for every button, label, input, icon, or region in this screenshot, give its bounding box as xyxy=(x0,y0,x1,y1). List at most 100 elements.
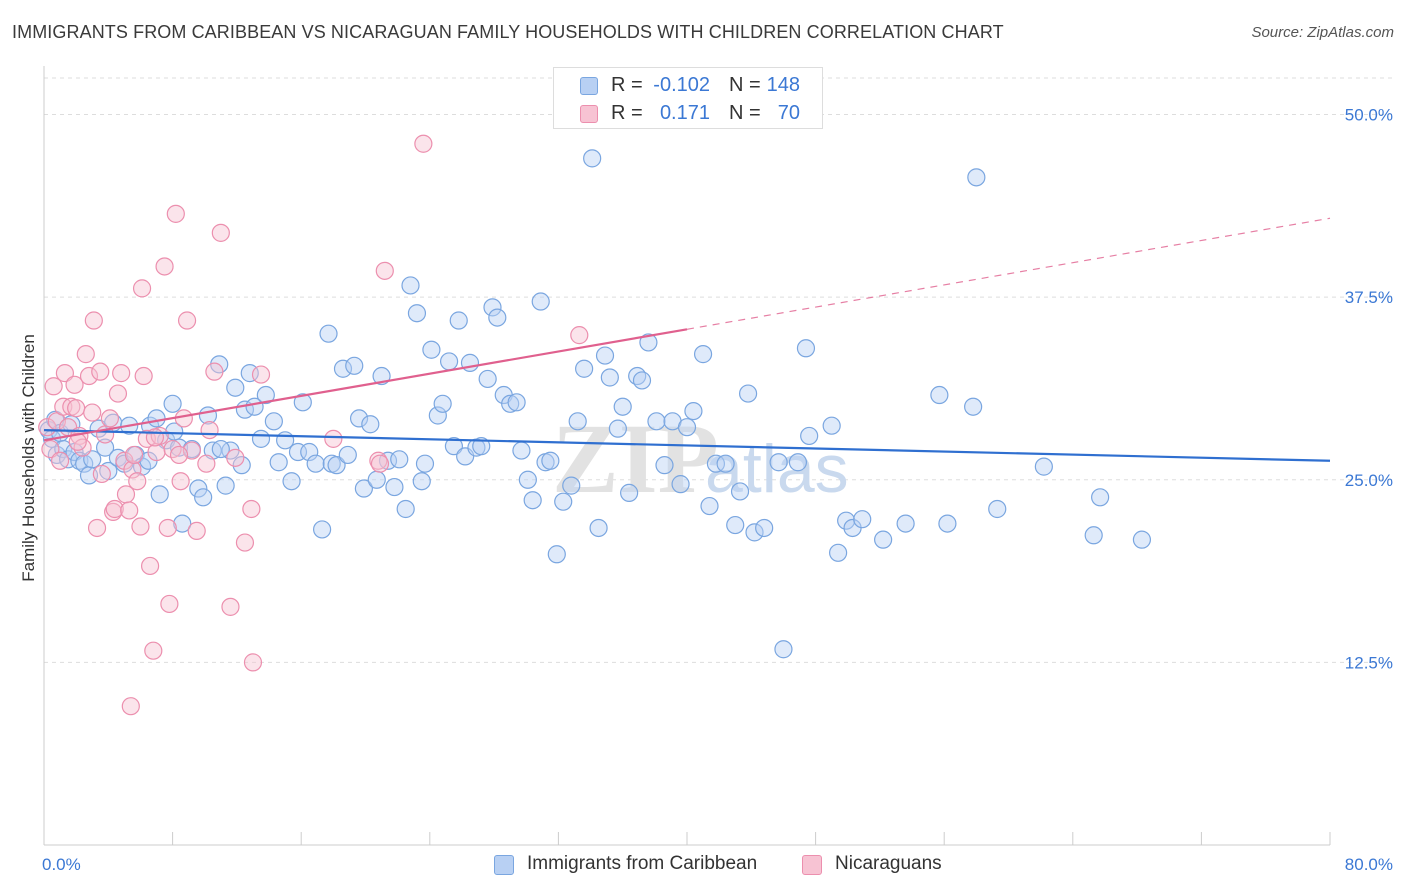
caribbean-point xyxy=(523,491,542,510)
caribbean-point xyxy=(589,518,608,538)
caribbean-point xyxy=(1084,526,1103,545)
nicaraguan-point xyxy=(50,451,70,470)
caribbean-point xyxy=(547,545,566,564)
n-label: N = xyxy=(729,74,761,96)
nicaraguan-point xyxy=(155,257,174,276)
legend-row-nicaraguans: R = 0.171 N = 70 xyxy=(554,100,822,128)
caribbean-point xyxy=(232,456,251,475)
nicaraguan-point xyxy=(158,518,177,538)
caribbean-point xyxy=(444,437,464,456)
caribbean-point xyxy=(412,472,431,491)
caribbean-point xyxy=(83,450,102,469)
caribbean-point xyxy=(706,454,726,473)
caribbean-point xyxy=(256,385,275,405)
caribbean-point xyxy=(361,415,380,434)
nicaraguan-point xyxy=(369,451,388,470)
watermark: ZIP atlas xyxy=(552,403,849,514)
nicaraguan-point xyxy=(68,432,87,451)
caribbean-point xyxy=(684,401,703,421)
nicaraguan-point xyxy=(221,597,240,616)
caribbean-point xyxy=(671,475,690,494)
r-label: R = xyxy=(611,74,643,96)
caribbean-trend-line xyxy=(43,428,1331,462)
caribbean-point xyxy=(938,514,957,533)
caribbean-point xyxy=(700,496,719,516)
nicaraguan-point xyxy=(171,472,190,491)
caribbean-point xyxy=(554,492,573,511)
nicaraguan-point xyxy=(177,311,197,330)
caribbean-point xyxy=(967,168,986,187)
caribbean-point xyxy=(1091,488,1110,507)
caribbean-point xyxy=(853,510,872,529)
caribbean-point xyxy=(647,412,666,431)
nicaraguan-point xyxy=(169,445,189,465)
y-tick-label: 12.5% xyxy=(1345,653,1393,672)
caribbean-point xyxy=(390,450,409,469)
caribbean-point xyxy=(531,292,550,311)
caribbean-point xyxy=(385,477,404,497)
caribbean-point xyxy=(251,429,271,448)
nicaraguan-point xyxy=(134,366,153,386)
caribbean-point xyxy=(449,311,468,330)
caribbean-point xyxy=(655,456,674,475)
nicaraguan-point xyxy=(243,653,263,672)
caribbean-point xyxy=(345,356,364,375)
nicaraguan-point xyxy=(166,204,185,223)
caribbean-point xyxy=(478,369,497,389)
nicaraguan-point xyxy=(242,499,261,519)
nicaraguan-point xyxy=(226,448,245,467)
nicaraguan-point xyxy=(370,454,390,473)
nicaraguan-point xyxy=(120,501,139,520)
caribbean-point xyxy=(163,394,182,413)
nicaraguan-point xyxy=(375,261,394,280)
caribbean-point xyxy=(562,476,581,495)
caribbean-point xyxy=(327,456,346,475)
caribbean-point xyxy=(319,324,338,343)
caribbean-point xyxy=(189,479,208,498)
x-tick-label-min: 0.0% xyxy=(42,855,81,874)
caribbean-point xyxy=(269,453,288,472)
caribbean-point xyxy=(264,412,283,431)
legend-label: Nicaraguans xyxy=(835,853,942,874)
label-layer: 12.5% 25.0% 37.5% 50.0% 0.0% 80.0% xyxy=(42,106,1393,874)
nicaraguan-point xyxy=(187,521,206,540)
nicaraguan-point xyxy=(174,409,193,428)
nicaraguan-point xyxy=(124,445,144,465)
caribbean-point xyxy=(575,359,594,378)
nicaraguan-point xyxy=(38,418,57,437)
caribbean-point xyxy=(788,453,808,472)
nicaraguan-point xyxy=(251,365,271,384)
nicaraguan-point xyxy=(84,311,103,330)
n-value: 70 xyxy=(777,102,800,124)
caribbean-point xyxy=(226,378,245,397)
caribbean-point xyxy=(507,393,526,412)
nicaraguan-point xyxy=(200,420,219,440)
r-value: -0.102 xyxy=(653,74,710,96)
caribbean-point xyxy=(716,454,735,473)
legend-label: Immigrants from Caribbean xyxy=(527,853,758,874)
caribbean-point xyxy=(677,418,697,437)
caribbean-point xyxy=(54,439,73,459)
nicaraguan-point xyxy=(160,594,179,614)
r-value: 0.171 xyxy=(659,102,710,124)
caribbean-point xyxy=(632,371,652,390)
nicaraguan-point xyxy=(65,375,84,394)
caribbean-swatch xyxy=(494,855,514,875)
nicaraguan-point xyxy=(145,428,165,447)
caribbean-point xyxy=(639,333,658,352)
caribbean-point xyxy=(428,406,447,425)
nicaraguan-point xyxy=(104,502,123,522)
nicaraguan-point xyxy=(140,556,160,576)
nicaraguan-trend-line xyxy=(43,328,688,442)
nicaraguan-point xyxy=(73,438,92,457)
caribbean-point xyxy=(613,397,632,416)
caribbean-point xyxy=(422,340,441,359)
caribbean-point xyxy=(822,416,841,435)
r-label: R = xyxy=(611,102,643,124)
caribbean-point xyxy=(896,514,915,533)
caribbean-point xyxy=(726,515,745,535)
caribbean-point xyxy=(568,412,587,431)
caribbean-point xyxy=(415,454,435,473)
trend-layer xyxy=(43,217,1331,462)
caribbean-point xyxy=(541,451,560,470)
